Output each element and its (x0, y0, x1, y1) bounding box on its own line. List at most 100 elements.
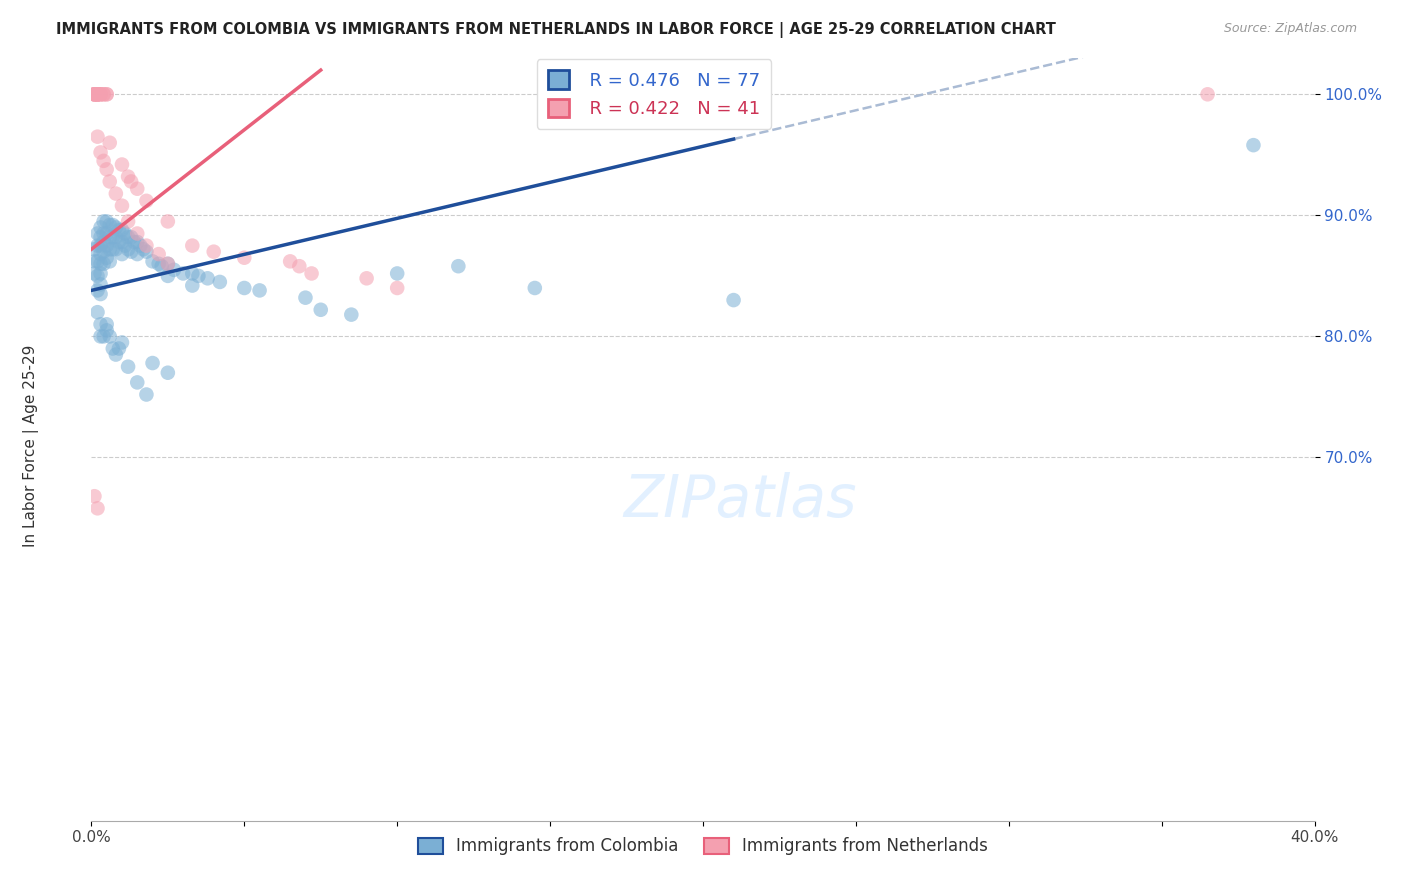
Point (86, 305, 108, 319)
Point (172, 267, 194, 281)
Point (187, 268, 209, 283)
Point (181, 278, 204, 293)
Point (233, 251, 256, 265)
Point (86, 284, 108, 298)
Point (233, 281, 256, 295)
Point (93, 235, 115, 249)
Point (127, 227, 149, 241)
Point (385, 281, 409, 295)
Point (83, 87, 105, 102)
Point (117, 214, 139, 228)
Point (96, 251, 118, 265)
Point (104, 220, 127, 235)
Point (117, 169, 139, 184)
Point (723, 293, 745, 307)
Text: In Labor Force | Age 25-29: In Labor Force | Age 25-29 (22, 345, 39, 547)
Point (117, 359, 139, 374)
Point (127, 182, 149, 196)
Point (98, 254, 121, 268)
Point (83, 87, 105, 102)
Point (90, 145, 112, 160)
Point (101, 242, 124, 256)
Point (98, 242, 121, 256)
Point (340, 308, 363, 322)
Point (120, 174, 142, 188)
Point (96, 87, 118, 102)
Point (120, 230, 142, 244)
Point (96, 238, 118, 252)
Point (86, 87, 108, 102)
Point (96, 87, 118, 102)
Point (135, 238, 157, 252)
Point (181, 238, 204, 252)
Point (98, 218, 121, 232)
Point (93, 153, 115, 168)
Text: IMMIGRANTS FROM COLOMBIA VS IMMIGRANTS FROM NETHERLANDS IN LABOR FORCE | AGE 25-: IMMIGRANTS FROM COLOMBIA VS IMMIGRANTS F… (56, 22, 1056, 38)
Point (90, 277, 112, 292)
Point (86, 254, 108, 268)
Point (90, 238, 112, 252)
Point (197, 271, 219, 285)
Point (309, 302, 332, 317)
Point (98, 329, 121, 343)
Point (117, 230, 139, 244)
Point (135, 244, 157, 259)
Point (83, 87, 105, 102)
Point (111, 335, 134, 350)
Point (150, 259, 173, 273)
Point (447, 259, 470, 273)
Point (129, 238, 152, 252)
Point (156, 257, 179, 271)
Point (93, 87, 115, 102)
Text: Source: ZipAtlas.com: Source: ZipAtlas.com (1223, 22, 1357, 36)
Point (90, 87, 112, 102)
Point (96, 323, 118, 337)
Point (86, 129, 108, 144)
Point (117, 242, 139, 256)
Point (83, 242, 105, 256)
Point (90, 267, 112, 281)
Point (249, 284, 271, 298)
Point (86, 87, 108, 102)
Point (104, 242, 127, 256)
Point (108, 223, 131, 237)
Point (90, 87, 112, 102)
Point (127, 235, 149, 249)
Point (135, 194, 157, 208)
Point (148, 247, 170, 261)
Point (288, 259, 311, 273)
Point (156, 214, 179, 228)
Point (86, 87, 108, 102)
Point (135, 387, 157, 401)
Point (111, 199, 134, 213)
Point (156, 257, 179, 271)
Point (83, 489, 105, 503)
Point (96, 318, 118, 332)
Point (98, 230, 121, 244)
Point (104, 186, 127, 201)
Point (86, 238, 108, 252)
Point (101, 230, 124, 244)
Point (114, 227, 136, 241)
Point (83, 87, 105, 102)
Point (86, 501, 108, 516)
Point (86, 87, 108, 102)
Point (90, 287, 112, 301)
Point (98, 136, 121, 150)
Point (208, 275, 231, 289)
Text: ZIPatlas: ZIPatlas (623, 472, 856, 529)
Point (96, 227, 118, 241)
Point (114, 238, 136, 252)
Point (93, 257, 115, 271)
Point (111, 223, 134, 237)
Point (86, 87, 108, 102)
Point (90, 247, 112, 261)
Point (90, 329, 112, 343)
Point (111, 247, 134, 261)
Point (101, 218, 124, 232)
Point (141, 356, 163, 370)
Point (83, 254, 105, 268)
Point (385, 267, 409, 281)
Point (278, 254, 301, 268)
Point (96, 214, 118, 228)
